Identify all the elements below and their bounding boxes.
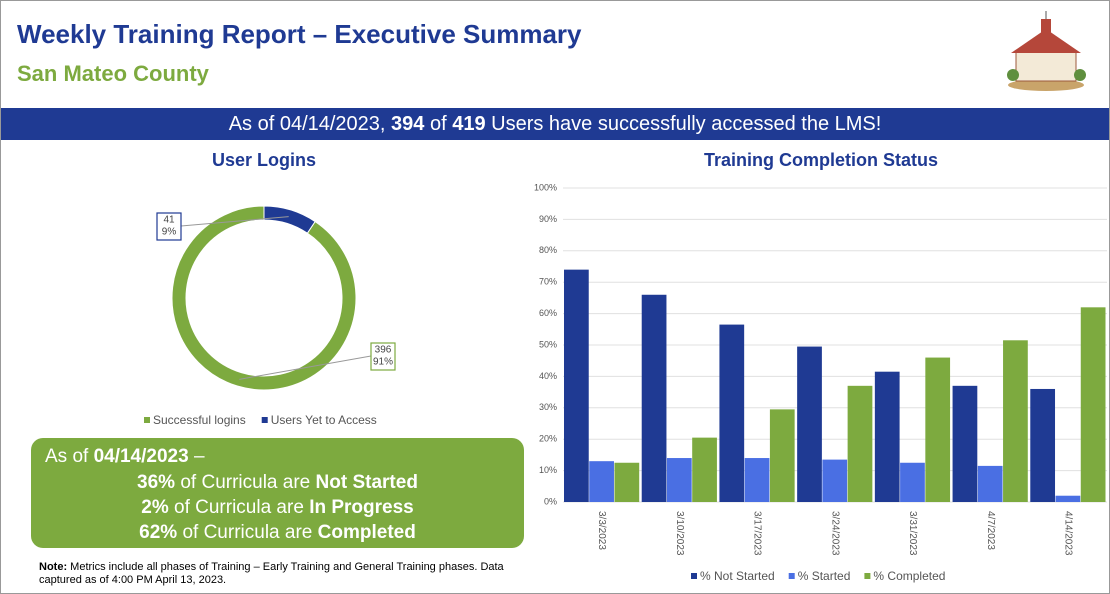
y-tick-label: 80% <box>539 245 557 255</box>
summary-box: As of 04/14/2023 –36% of Curricula are N… <box>31 438 524 548</box>
report-title: Weekly Training Report – Executive Summa… <box>17 19 582 49</box>
x-tick-label: 3/24/2023 <box>829 511 840 556</box>
bar <box>692 437 717 502</box>
summary-line: 2% of Curricula are In Progress <box>31 497 524 519</box>
leader-line <box>180 216 289 227</box>
bar <box>797 346 822 502</box>
bar <box>822 459 848 502</box>
text-part: 62% <box>139 522 178 543</box>
bar <box>952 385 978 502</box>
data-label: 91% <box>373 357 393 368</box>
data-label: 41 <box>163 215 175 226</box>
text-part: of Curricula are <box>177 522 318 543</box>
text-part: In Progress <box>309 497 414 518</box>
bar <box>769 409 795 502</box>
logo <box>1007 11 1086 91</box>
text-part: 04/14/2023 <box>93 446 189 467</box>
x-tick-label: 3/3/2023 <box>596 511 607 550</box>
y-tick-label: 90% <box>539 214 557 224</box>
y-tick-label: 100% <box>534 182 557 192</box>
text-part: Completed <box>317 522 416 543</box>
text-part: 419 <box>452 113 486 135</box>
bar <box>744 458 770 502</box>
legend-label: % Started <box>798 569 851 583</box>
bar <box>719 324 745 502</box>
x-tick-label: 3/10/2023 <box>674 511 685 556</box>
note-text: Metrics include all phases of Training –… <box>39 561 504 586</box>
bar <box>925 357 951 502</box>
text-part: As of <box>45 446 94 467</box>
text-part: of Curricula are <box>168 497 310 518</box>
y-tick-label: 40% <box>539 371 557 381</box>
y-tick-label: 10% <box>539 465 557 475</box>
chart-title: Training Completion Status <box>704 150 938 170</box>
y-tick-label: 50% <box>539 339 557 349</box>
leader-line <box>239 355 372 380</box>
pie-slice <box>171 205 357 391</box>
y-tick-label: 20% <box>539 434 557 444</box>
data-label-box <box>156 212 182 241</box>
bar <box>1055 495 1081 502</box>
y-tick-label: 0% <box>544 496 557 506</box>
legend-swatch <box>691 573 697 579</box>
y-tick-label: 70% <box>539 277 557 287</box>
legend-label: % Completed <box>873 569 945 583</box>
text-part: of Curricula are <box>175 472 316 493</box>
text-part: – <box>188 446 205 467</box>
note: Note: Metrics include all phases of Trai… <box>39 561 519 587</box>
x-tick-label: 3/17/2023 <box>752 511 763 556</box>
note-label: Note: <box>39 561 68 573</box>
bar <box>1080 307 1106 502</box>
bar <box>874 371 900 502</box>
x-tick-label: 3/31/2023 <box>907 511 918 556</box>
summary-line: 36% of Curricula are Not Started <box>31 472 524 494</box>
bar <box>900 462 925 502</box>
bar <box>1003 340 1028 502</box>
x-tick-label: 4/14/2023 <box>1063 511 1074 556</box>
legend-swatch <box>144 417 150 423</box>
report-subtitle: San Mateo County <box>17 61 209 86</box>
summary-line: As of 04/14/2023 – <box>45 446 205 468</box>
bar <box>666 458 692 502</box>
legend-swatch <box>788 573 795 579</box>
x-tick-label: 4/7/2023 <box>985 511 996 550</box>
legend-swatch <box>261 417 268 423</box>
legend-label: Successful logins <box>153 413 246 427</box>
banner: As of 04/14/2023, 394 of 419 Users have … <box>1 108 1109 140</box>
bar <box>977 465 1003 502</box>
chart-title: User Logins <box>212 150 316 170</box>
bar <box>847 385 873 502</box>
bar <box>589 461 614 502</box>
data-label: 9% <box>162 227 177 238</box>
data-label: 396 <box>375 345 392 356</box>
text-part: Not Started <box>315 472 418 493</box>
bar <box>641 294 667 502</box>
legend-label: % Not Started <box>700 569 775 583</box>
summary-line: 62% of Curricula are Completed <box>31 522 524 544</box>
bar <box>614 462 640 502</box>
text-part: 2% <box>141 497 169 518</box>
text-part: Users have successfully accessed the LMS… <box>485 113 882 135</box>
text-part: As of 04/14/2023, <box>228 113 392 135</box>
data-label-box <box>370 342 396 371</box>
text-part: 36% <box>137 472 176 493</box>
legend-label: Users Yet to Access <box>271 413 377 427</box>
text-part: 394 <box>391 113 425 135</box>
legend-swatch <box>864 573 871 579</box>
pie-slice <box>263 205 316 234</box>
y-tick-label: 60% <box>539 308 557 318</box>
bar <box>1030 388 1056 502</box>
y-tick-label: 30% <box>539 402 557 412</box>
text-part: of <box>424 113 453 135</box>
bar <box>564 269 589 502</box>
